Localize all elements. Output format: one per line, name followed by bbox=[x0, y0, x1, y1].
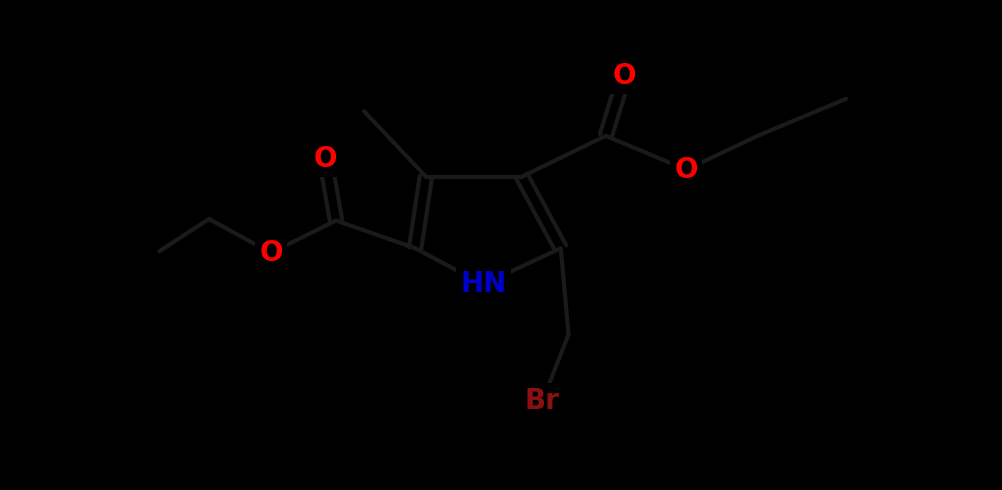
Text: O: O bbox=[612, 62, 636, 90]
Text: Br: Br bbox=[525, 388, 560, 416]
Text: O: O bbox=[260, 239, 283, 267]
Text: O: O bbox=[314, 145, 337, 173]
Text: HN: HN bbox=[460, 270, 506, 298]
Text: O: O bbox=[674, 156, 698, 184]
